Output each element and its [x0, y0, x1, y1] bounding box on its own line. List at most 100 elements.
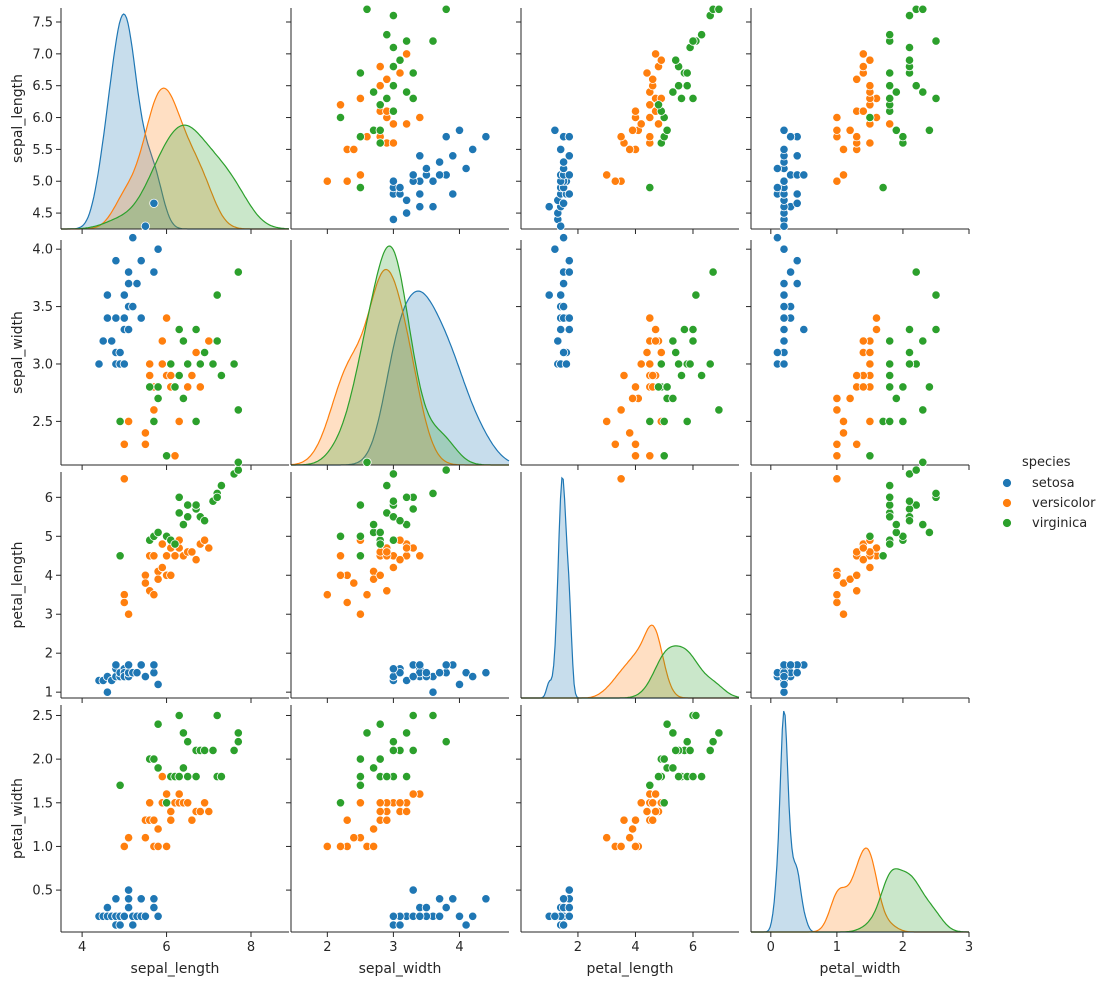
- legend-entry-versicolor: versicolor: [1002, 496, 1096, 511]
- point-versicolor: [375, 806, 385, 817]
- y-tick-label: 6: [45, 491, 53, 506]
- point-versicolor: [395, 555, 405, 565]
- point-versicolor: [204, 336, 214, 346]
- point-versicolor: [656, 347, 666, 358]
- y-tick-label: 1.0: [32, 840, 53, 855]
- point-versicolor: [162, 841, 172, 852]
- point-virginica: [355, 551, 365, 561]
- point-virginica: [688, 771, 698, 782]
- point-versicolor: [415, 551, 425, 561]
- legend-label-virginica: virginica: [1032, 516, 1087, 531]
- point-setosa: [461, 920, 471, 930]
- point-versicolor: [838, 144, 849, 154]
- y-tick-label: 7.5: [32, 16, 53, 31]
- point-virginica: [885, 81, 895, 91]
- panel-sepal_length-vs-sepal_width: [286, 4, 509, 234]
- point-versicolor: [858, 382, 868, 392]
- point-virginica: [233, 465, 243, 475]
- x-axis-label-petal_length: petal_length: [586, 961, 673, 977]
- point-setosa: [111, 660, 121, 670]
- point-versicolor: [375, 81, 385, 91]
- point-virginica: [696, 30, 707, 40]
- point-virginica: [891, 87, 901, 97]
- point-versicolor: [191, 555, 201, 565]
- point-setosa: [421, 902, 431, 913]
- point-virginica: [714, 405, 724, 415]
- point-setosa: [564, 902, 574, 913]
- point-setosa: [799, 170, 809, 180]
- point-virginica: [705, 745, 715, 756]
- point-setosa: [550, 911, 560, 921]
- point-setosa: [556, 144, 566, 154]
- point-virginica: [212, 710, 222, 721]
- point-virginica: [401, 492, 412, 502]
- point-setosa: [448, 151, 458, 161]
- point-virginica: [682, 416, 692, 426]
- point-versicolor: [200, 798, 210, 808]
- point-virginica: [696, 370, 707, 381]
- y-tick-label: 5.0: [32, 175, 53, 190]
- point-virginica: [904, 504, 915, 514]
- point-virginica: [162, 798, 172, 808]
- point-versicolor: [627, 824, 638, 834]
- point-versicolor: [145, 798, 155, 808]
- point-versicolor: [195, 382, 205, 392]
- point-setosa: [468, 671, 478, 682]
- legend-title: species: [1022, 455, 1071, 470]
- point-virginica: [878, 551, 888, 561]
- point-versicolor: [174, 789, 184, 799]
- point-setosa: [564, 885, 574, 895]
- point-versicolor: [645, 132, 655, 142]
- point-setosa: [448, 189, 458, 199]
- point-virginica: [200, 516, 210, 526]
- point-setosa: [434, 157, 445, 167]
- point-versicolor: [852, 439, 862, 449]
- point-setosa: [408, 170, 418, 180]
- point-virginica: [368, 763, 379, 773]
- point-versicolor: [865, 562, 875, 573]
- point-versicolor: [630, 106, 641, 116]
- point-setosa: [136, 256, 146, 266]
- point-versicolor: [355, 798, 365, 808]
- point-versicolor: [335, 551, 346, 561]
- point-virginica: [676, 370, 687, 381]
- point-setosa: [792, 198, 802, 208]
- point-virginica: [145, 382, 155, 392]
- y-tick-label: 3.5: [32, 300, 53, 315]
- kde-fill-versicolor: [751, 848, 969, 932]
- point-virginica: [191, 324, 201, 335]
- point-versicolor: [852, 570, 862, 580]
- point-virginica: [183, 737, 193, 747]
- point-versicolor: [149, 590, 159, 600]
- point-virginica: [865, 451, 875, 461]
- point-virginica: [918, 457, 928, 467]
- point-setosa: [124, 660, 134, 670]
- point-virginica: [691, 290, 701, 300]
- kde-fill-versicolor: [61, 88, 289, 229]
- kde-fill-versicolor: [521, 625, 739, 698]
- point-virginica: [335, 531, 346, 541]
- panel-petal_width-vs-petal_width: 0 1 2 3: [750, 705, 973, 955]
- point-virginica: [229, 359, 239, 369]
- point-setosa: [785, 660, 796, 670]
- point-virginica: [395, 55, 405, 65]
- point-setosa: [153, 244, 163, 254]
- point-virginica: [911, 465, 921, 475]
- point-versicolor: [610, 439, 620, 449]
- point-virginica: [401, 728, 412, 738]
- panel-petal_width-vs-petal_length: 2 4 6: [516, 705, 739, 955]
- point-versicolor: [630, 439, 641, 449]
- x-tick-label: 3: [389, 940, 397, 955]
- point-virginica: [931, 36, 941, 46]
- point-versicolor: [630, 815, 641, 825]
- point-setosa: [792, 189, 802, 199]
- point-setosa: [772, 233, 783, 243]
- kde-line-virginica: [291, 245, 509, 466]
- point-versicolor: [401, 49, 412, 59]
- point-setosa: [149, 902, 159, 913]
- point-virginica: [183, 771, 193, 782]
- point-virginica: [408, 745, 418, 756]
- point-virginica: [891, 393, 901, 403]
- point-setosa: [388, 176, 398, 186]
- point-virginica: [659, 451, 669, 461]
